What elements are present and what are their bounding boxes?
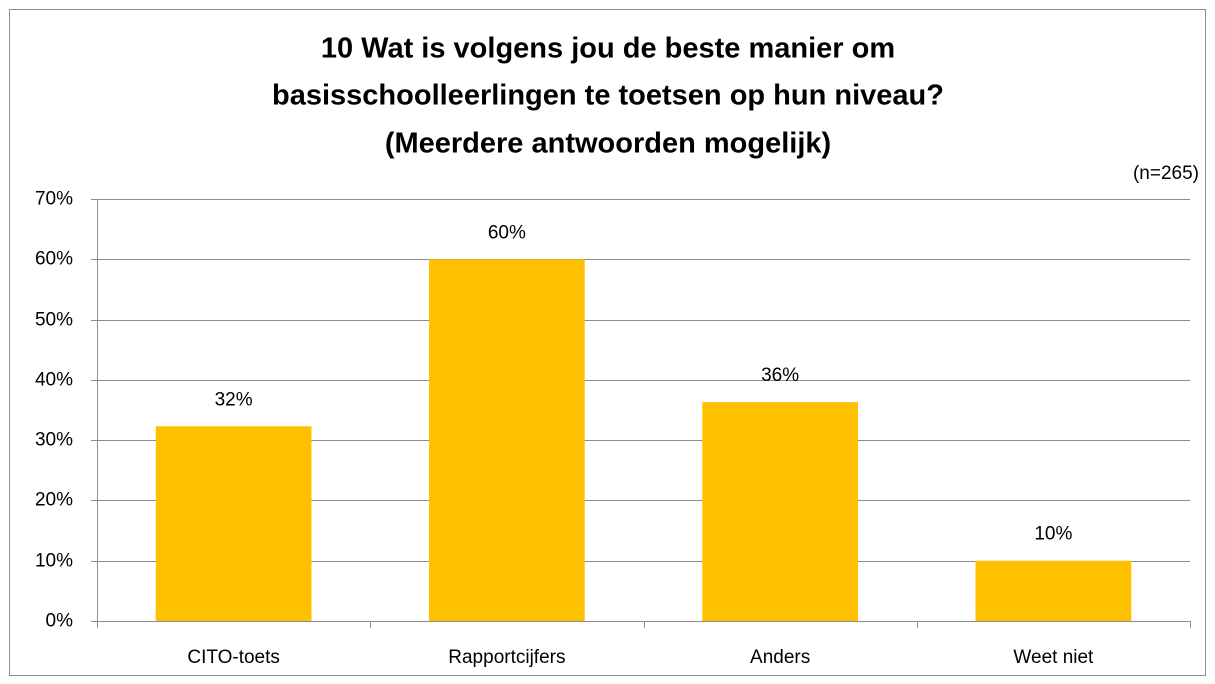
chart-title: 10 Wat is volgens jou de beste manier om: [321, 33, 895, 65]
bar: [975, 560, 1132, 621]
data-label: 60%: [488, 222, 526, 243]
y-tick-label: 40%: [35, 370, 73, 391]
y-tick-label: 20%: [35, 490, 73, 511]
x-tick-label: CITO-toets: [187, 647, 280, 668]
annotation: (n=265): [1133, 163, 1199, 184]
chart-title: (Meerdere antwoorden mogelijk): [385, 128, 831, 160]
y-tick-label: 60%: [35, 249, 73, 270]
data-label: 10%: [1034, 524, 1072, 545]
y-tick-label: 0%: [46, 611, 74, 632]
y-tick-label: 70%: [35, 189, 73, 210]
y-tick-label: 10%: [35, 551, 73, 572]
bar: [428, 259, 585, 621]
bar: [702, 402, 859, 621]
data-label: 32%: [215, 389, 253, 410]
x-tick-label: Weet niet: [1013, 647, 1094, 668]
chart-title: basisschoolleerlingen te toetsen op hun …: [272, 80, 944, 112]
y-tick-label: 50%: [35, 310, 73, 331]
data-label: 36%: [761, 365, 799, 386]
y-tick-label: 30%: [35, 430, 73, 451]
x-tick-label: Rapportcijfers: [448, 647, 565, 668]
x-tick-label: Anders: [750, 647, 810, 668]
bar: [155, 426, 312, 621]
